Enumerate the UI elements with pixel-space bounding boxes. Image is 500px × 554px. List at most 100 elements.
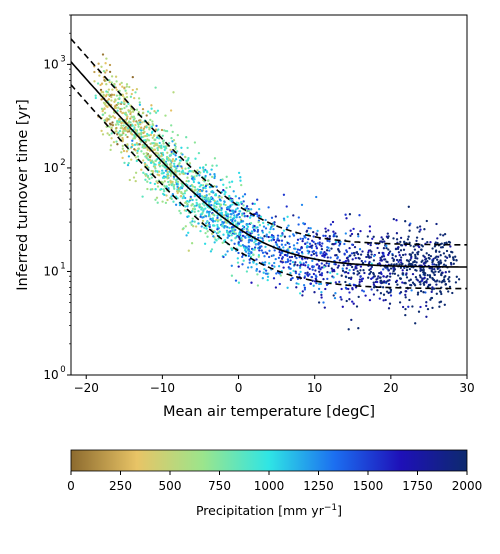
scatter-point — [174, 154, 177, 157]
scatter-point — [213, 176, 216, 180]
scatter-point — [110, 81, 113, 84]
scatter-point — [184, 225, 187, 228]
scatter-point — [234, 228, 237, 232]
scatter-point — [204, 168, 207, 172]
colorbar-tick-label: 1750 — [402, 479, 433, 493]
scatter-point — [445, 241, 448, 244]
scatter-point — [174, 203, 178, 206]
scatter-point — [370, 288, 373, 291]
scatter-point — [238, 215, 241, 219]
scatter-point — [443, 242, 446, 245]
scatter-point — [423, 255, 426, 259]
scatter-point — [431, 306, 434, 310]
scatter-point — [261, 277, 264, 280]
scatter-point — [274, 241, 278, 244]
scatter-point — [122, 124, 125, 127]
scatter-point — [134, 123, 137, 127]
scatter-point — [113, 116, 116, 119]
scatter-point — [113, 106, 117, 110]
scatter-point — [149, 173, 152, 176]
scatter-point — [134, 179, 137, 183]
scatter-point — [294, 247, 297, 250]
scatter-point — [203, 242, 207, 245]
scatter-point — [440, 242, 443, 245]
scatter-point — [443, 232, 447, 236]
scatter-point — [442, 252, 446, 255]
scatter-point — [192, 225, 195, 228]
scatter-point — [272, 254, 275, 257]
scatter-point — [157, 128, 160, 131]
scatter-point — [329, 271, 332, 274]
scatter-point — [292, 244, 296, 247]
scatter-point — [296, 238, 300, 241]
scatter-point — [201, 219, 205, 223]
scatter-point — [150, 161, 153, 164]
scatter-point — [302, 222, 305, 225]
y-tick-label: 10 — [43, 161, 58, 175]
scatter-point — [431, 277, 434, 280]
scatter-point — [401, 305, 405, 309]
scatter-point — [106, 132, 109, 135]
scatter-point — [174, 158, 178, 161]
scatter-point — [133, 126, 136, 129]
scatter-point — [268, 249, 271, 252]
scatter-point — [284, 253, 287, 257]
scatter-point — [109, 115, 113, 119]
scatter-point — [312, 249, 316, 253]
scatter-point — [149, 181, 152, 185]
scatter-point — [258, 245, 262, 248]
scatter-point — [430, 290, 433, 294]
scatter-point — [412, 245, 415, 248]
scatter-point — [108, 133, 111, 137]
scatter-point — [196, 188, 199, 191]
scatter-point — [385, 244, 388, 248]
scatter-point — [240, 236, 243, 239]
scatter-point — [191, 220, 194, 223]
colorbar-tick-label: 1250 — [303, 479, 334, 493]
scatter-point — [270, 235, 273, 239]
scatter-point — [129, 117, 132, 120]
scatter-point — [322, 277, 325, 281]
scatter-point — [172, 177, 176, 180]
scatter-point — [194, 225, 198, 228]
scatter-point — [137, 97, 141, 100]
scatter-point — [223, 200, 226, 203]
scatter-point — [345, 217, 348, 220]
scatter-point — [343, 242, 346, 246]
scatter-point — [261, 251, 265, 254]
scatter-point — [354, 286, 358, 289]
scatter-point — [157, 137, 161, 140]
scatter-point — [110, 132, 113, 135]
scatter-point — [428, 274, 432, 278]
scatter-point — [144, 178, 147, 181]
scatter-point — [174, 145, 177, 148]
scatter-point — [199, 215, 202, 218]
scatter-point — [330, 247, 333, 250]
scatter-point — [181, 185, 185, 188]
scatter-point — [391, 256, 394, 260]
scatter-point — [101, 53, 105, 56]
scatter-point — [445, 249, 449, 253]
scatter-point — [165, 194, 168, 197]
scatter-point — [220, 211, 224, 215]
scatter-point — [165, 157, 169, 161]
scatter-point — [422, 282, 425, 285]
scatter-point — [251, 202, 254, 205]
scatter-point — [450, 250, 453, 254]
scatter-point — [208, 193, 211, 196]
scatter-point — [253, 246, 257, 249]
scatter-point — [368, 225, 372, 228]
scatter-point — [145, 156, 148, 160]
scatter-point — [212, 204, 216, 207]
scatter-point — [448, 270, 451, 273]
scatter-point — [134, 171, 138, 174]
scatter-point — [200, 225, 203, 228]
scatter-point — [383, 280, 386, 283]
scatter-point — [254, 226, 257, 229]
scatter-point — [411, 251, 414, 254]
scatter-point — [137, 123, 140, 126]
scatter-point — [183, 192, 186, 195]
scatter-point — [369, 270, 373, 274]
scatter-point — [137, 125, 140, 128]
